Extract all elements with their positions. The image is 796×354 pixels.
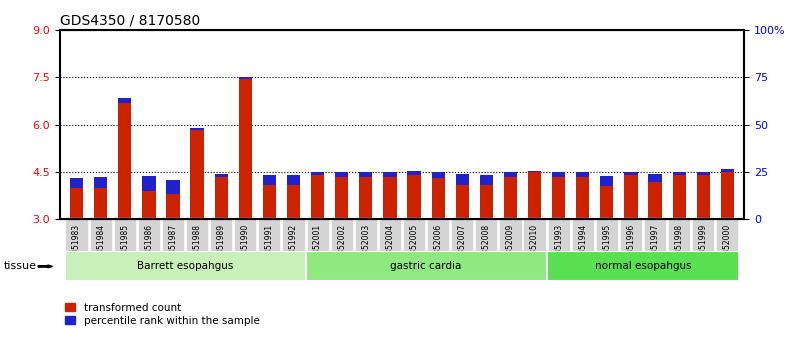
Legend: transformed count, percentile rank within the sample: transformed count, percentile rank withi… bbox=[65, 303, 259, 326]
Bar bbox=[455, 185, 469, 219]
Bar bbox=[239, 78, 252, 79]
Bar bbox=[118, 103, 131, 219]
Bar bbox=[696, 171, 710, 175]
Bar bbox=[118, 98, 131, 103]
Bar bbox=[190, 128, 204, 130]
Bar bbox=[166, 180, 180, 194]
Bar bbox=[600, 186, 614, 219]
Bar bbox=[431, 178, 445, 219]
Text: tissue: tissue bbox=[4, 261, 37, 272]
Bar bbox=[673, 171, 686, 175]
Bar bbox=[504, 177, 517, 219]
Bar bbox=[384, 171, 396, 177]
Bar bbox=[552, 171, 565, 177]
Bar bbox=[649, 182, 661, 219]
Bar bbox=[142, 191, 155, 219]
Bar bbox=[263, 185, 276, 219]
Bar bbox=[311, 175, 324, 219]
Bar bbox=[263, 175, 276, 185]
Bar bbox=[576, 177, 589, 219]
Bar bbox=[359, 177, 373, 219]
Text: Barrett esopahgus: Barrett esopahgus bbox=[137, 261, 233, 272]
Bar bbox=[528, 171, 541, 172]
Bar bbox=[480, 185, 493, 219]
Bar bbox=[552, 177, 565, 219]
Bar bbox=[166, 194, 180, 219]
Bar bbox=[528, 172, 541, 219]
Text: gastric cardia: gastric cardia bbox=[390, 261, 462, 272]
Bar bbox=[504, 171, 517, 177]
Bar bbox=[384, 177, 396, 219]
Bar bbox=[649, 174, 661, 182]
Bar bbox=[287, 175, 300, 185]
Bar bbox=[239, 79, 252, 219]
Bar bbox=[408, 171, 420, 175]
Bar bbox=[311, 171, 324, 175]
Text: normal esopahgus: normal esopahgus bbox=[595, 261, 692, 272]
Bar bbox=[431, 172, 445, 178]
Bar bbox=[624, 171, 638, 175]
Bar bbox=[408, 175, 420, 219]
Bar bbox=[190, 130, 204, 219]
Bar bbox=[64, 251, 306, 281]
Bar bbox=[94, 188, 107, 219]
Bar bbox=[70, 178, 84, 188]
Bar bbox=[335, 177, 349, 219]
Bar bbox=[359, 172, 373, 177]
Bar bbox=[287, 185, 300, 219]
Bar bbox=[600, 176, 614, 186]
Bar bbox=[306, 251, 547, 281]
Bar bbox=[720, 172, 734, 219]
Bar bbox=[624, 175, 638, 219]
Text: GDS4350 / 8170580: GDS4350 / 8170580 bbox=[60, 13, 200, 28]
Bar bbox=[547, 251, 739, 281]
Bar bbox=[480, 175, 493, 185]
Bar bbox=[70, 188, 84, 219]
Bar bbox=[94, 177, 107, 188]
Bar bbox=[576, 171, 589, 177]
Bar bbox=[720, 169, 734, 172]
Bar bbox=[215, 177, 228, 219]
Bar bbox=[142, 176, 155, 191]
Bar bbox=[673, 175, 686, 219]
Bar bbox=[455, 174, 469, 185]
Bar bbox=[696, 175, 710, 219]
Bar bbox=[335, 172, 349, 177]
Bar bbox=[215, 174, 228, 177]
